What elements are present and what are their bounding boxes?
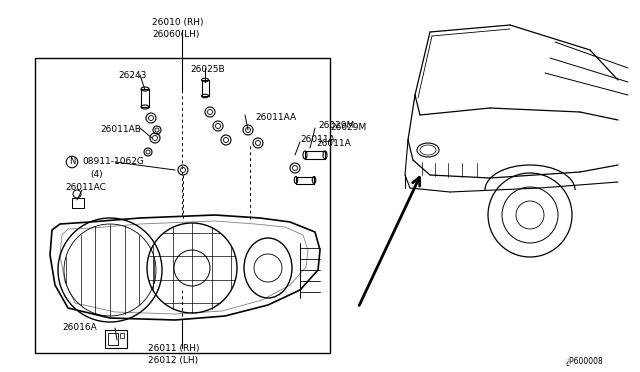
Text: (4): (4) (90, 170, 102, 179)
Text: 26012 (LH): 26012 (LH) (148, 356, 198, 365)
Text: 26010 (RH): 26010 (RH) (152, 17, 204, 26)
Text: N: N (69, 157, 75, 167)
Text: 26243: 26243 (118, 71, 147, 80)
Bar (108, 333, 118, 345)
Text: 26011AA: 26011AA (255, 113, 296, 122)
Bar (120, 333, 124, 338)
Text: 26011A: 26011A (316, 138, 351, 148)
Text: 26029M: 26029M (318, 121, 355, 129)
Bar (296, 176, 314, 183)
Text: 08911-1062G: 08911-1062G (82, 157, 144, 167)
Bar (305, 151, 325, 159)
Bar (105, 330, 127, 348)
Text: 26060(LH): 26060(LH) (152, 29, 200, 38)
Text: 26011 (RH): 26011 (RH) (148, 343, 200, 353)
Text: 26029M: 26029M (330, 124, 366, 132)
Text: 26016A: 26016A (62, 324, 97, 333)
Bar (202, 80, 209, 96)
Text: 26025B: 26025B (190, 65, 225, 74)
Text: 26011A: 26011A (300, 135, 335, 144)
Bar (35, 58, 330, 353)
Text: ¿P600008: ¿P600008 (565, 357, 603, 366)
Text: 26011AB: 26011AB (100, 125, 141, 135)
Bar (72, 198, 84, 208)
Text: 26011AC: 26011AC (65, 183, 106, 192)
Bar (141, 89, 149, 107)
